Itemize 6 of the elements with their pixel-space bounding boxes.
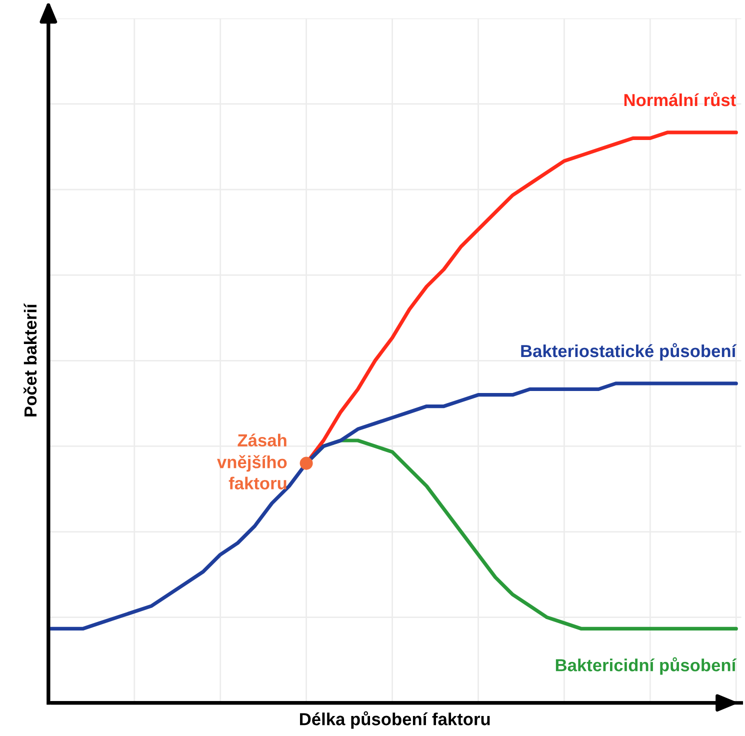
series-label: Bakteriostatické působení [521, 343, 737, 361]
series-label: Normální růst [624, 92, 736, 106]
x-axis-title: Délka působení faktoru [300, 711, 490, 729]
annotation: Zásah vnějšího faktoru [217, 434, 287, 490]
series-label: Baktericidní působení [556, 657, 737, 675]
y-axis-title: Počet bakterií [24, 303, 37, 416]
